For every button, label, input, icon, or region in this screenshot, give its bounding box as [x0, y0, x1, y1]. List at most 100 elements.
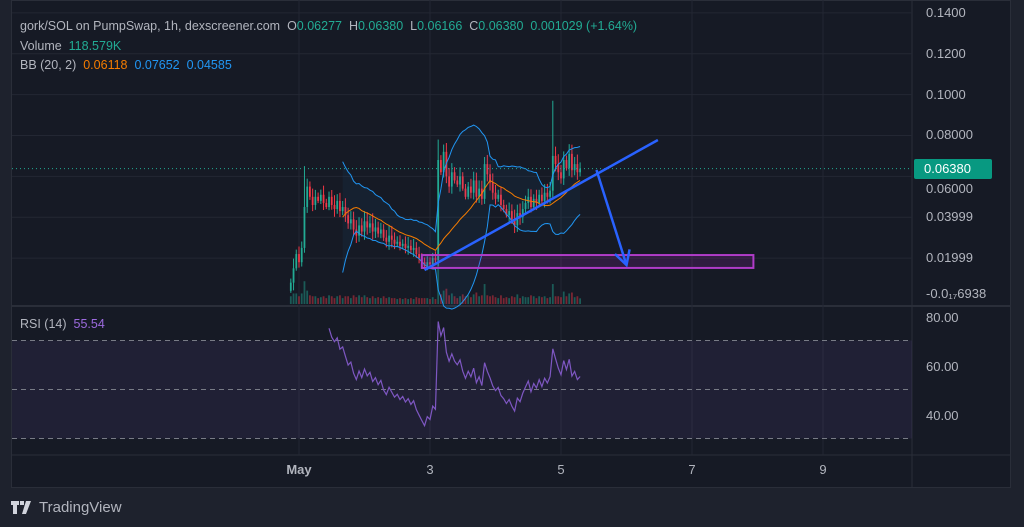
- volume-bar: [513, 297, 516, 304]
- candle-body: [319, 194, 322, 201]
- candle-body: [448, 176, 451, 187]
- tradingview-logo[interactable]: TradingView: [11, 499, 122, 516]
- volume-bar: [363, 295, 366, 304]
- volume-bar: [423, 298, 426, 304]
- candle-body: [519, 213, 521, 218]
- volume-bar: [319, 297, 322, 304]
- candle-body: [576, 164, 579, 173]
- branding-text: TradingView: [39, 499, 122, 516]
- candle-body: [464, 188, 467, 197]
- volume-bar: [524, 297, 527, 304]
- candle-body: [349, 219, 352, 224]
- candle-body: [538, 194, 541, 203]
- candle-body: [579, 168, 582, 173]
- volume-bar: [322, 296, 325, 304]
- volume-bar: [429, 299, 431, 304]
- volume-bar: [358, 295, 360, 304]
- volume-bar: [431, 297, 434, 304]
- bb-upper-line: [342, 124, 581, 233]
- candle-body: [431, 258, 434, 265]
- volume-bar: [502, 298, 505, 304]
- candle-body: [360, 225, 363, 232]
- ohlc-h: H0.06380: [348, 19, 404, 33]
- volume-bar: [300, 293, 303, 304]
- chart-panel[interactable]: [11, 0, 1011, 488]
- candle-body: [440, 160, 442, 173]
- volume-bar: [491, 295, 494, 304]
- volume-bar: [303, 281, 306, 304]
- volume-bar: [298, 296, 300, 304]
- candle-body: [355, 229, 358, 236]
- volume-bar: [352, 295, 355, 304]
- candle-body: [500, 194, 502, 205]
- volume-bar: [377, 297, 380, 304]
- volume-bar: [497, 298, 500, 304]
- volume-bar: [420, 298, 423, 304]
- bb-fill: [342, 125, 581, 310]
- candle-body: [573, 164, 576, 171]
- candle-body: [554, 155, 557, 165]
- candle-body: [565, 160, 568, 169]
- candle-body: [390, 235, 393, 240]
- volume-bar: [565, 296, 568, 304]
- candle-body: [510, 211, 513, 220]
- time-tick-label: 7: [688, 462, 696, 477]
- volume-value: 118.579K: [68, 39, 122, 53]
- rsi-value: 55.54: [73, 317, 105, 331]
- candle-body: [382, 229, 385, 238]
- volume-bar: [437, 254, 440, 304]
- volume-bar: [325, 298, 328, 304]
- volume-bar: [510, 296, 513, 304]
- volume-bar: [573, 297, 576, 304]
- candle-body: [404, 243, 407, 248]
- candle-body: [497, 194, 500, 199]
- candle-body: [442, 151, 445, 173]
- candle-body: [461, 176, 464, 189]
- candle-body: [502, 204, 505, 210]
- volume-bar: [554, 296, 557, 304]
- volume-bar: [407, 299, 410, 304]
- volume-bar: [538, 296, 541, 304]
- volume-bar: [486, 295, 489, 304]
- candle-body: [549, 190, 551, 197]
- volume-bar: [440, 294, 442, 304]
- candle-body: [322, 194, 325, 203]
- volume-bar: [379, 298, 382, 304]
- volume-bar: [516, 294, 519, 304]
- candle-body: [344, 207, 347, 216]
- candle-body: [505, 209, 508, 216]
- volume-bar: [418, 298, 420, 304]
- candle-body: [369, 223, 371, 228]
- volume-bar: [317, 298, 320, 304]
- candle-body: [295, 254, 298, 269]
- rsi-label: RSI (14): [20, 317, 67, 331]
- bb-upper-value: 0.07652: [134, 58, 180, 72]
- rsi-tick-label: 40.00: [926, 408, 959, 423]
- candle-body: [325, 202, 328, 208]
- candle-body: [328, 196, 330, 208]
- volume-bar: [461, 294, 464, 304]
- change-value: 0.001029 (+1.64%): [530, 19, 638, 33]
- volume-bar: [382, 296, 385, 304]
- volume-bar: [467, 295, 470, 304]
- bb-label: BB (20, 2): [20, 58, 77, 72]
- candle-body: [347, 215, 350, 224]
- candle-body: [412, 247, 415, 250]
- volume-bar: [355, 297, 358, 304]
- candle-body: [478, 188, 481, 197]
- candle-body: [371, 223, 374, 232]
- volume-bar: [448, 295, 451, 304]
- volume-bar: [540, 297, 543, 304]
- candle-body: [472, 180, 475, 193]
- volume-bar: [579, 298, 582, 304]
- volume-bar: [426, 298, 429, 304]
- volume-bar: [401, 299, 404, 304]
- volume-bar: [339, 295, 341, 304]
- volume-bar: [409, 298, 412, 304]
- candle-body: [289, 282, 292, 291]
- volume-bar: [459, 296, 461, 304]
- candle-body: [459, 176, 461, 185]
- bb-lower-value: 0.04585: [186, 58, 232, 72]
- volume-bar: [475, 292, 478, 304]
